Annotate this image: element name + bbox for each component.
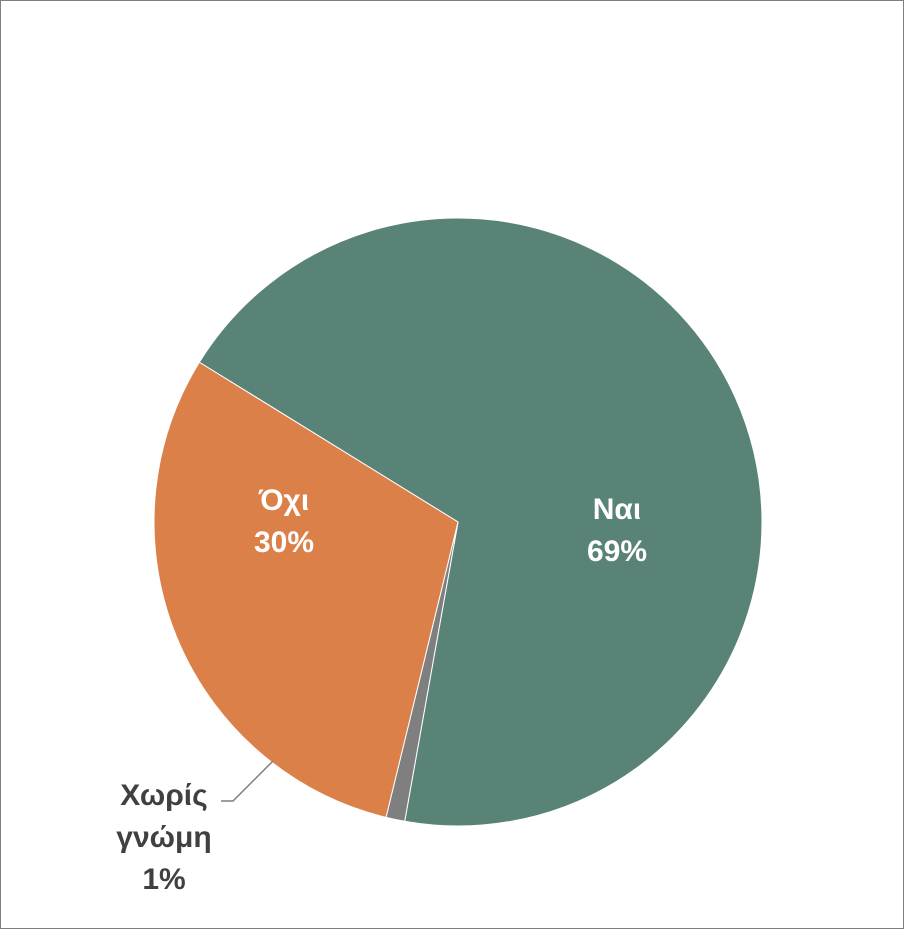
slice-percent-label: 30%	[254, 526, 314, 559]
slice-category-label: γνώμη	[116, 821, 211, 854]
slice-category-label: Όχι	[258, 484, 309, 517]
pie-slice-no	[153, 361, 459, 818]
pie-labels: Ναι 69% Χωρίς γνώμη 1% Όχι 30%	[116, 484, 647, 896]
leader-line	[221, 760, 274, 802]
slice-percent-label: 1%	[142, 863, 185, 896]
slice-percent-label: 69%	[587, 535, 647, 568]
slice-category-label: Ναι	[593, 493, 641, 526]
slice-category-label: Χωρίς	[120, 779, 207, 812]
pie-slice-yes	[198, 217, 763, 827]
pie-slices	[153, 217, 763, 827]
